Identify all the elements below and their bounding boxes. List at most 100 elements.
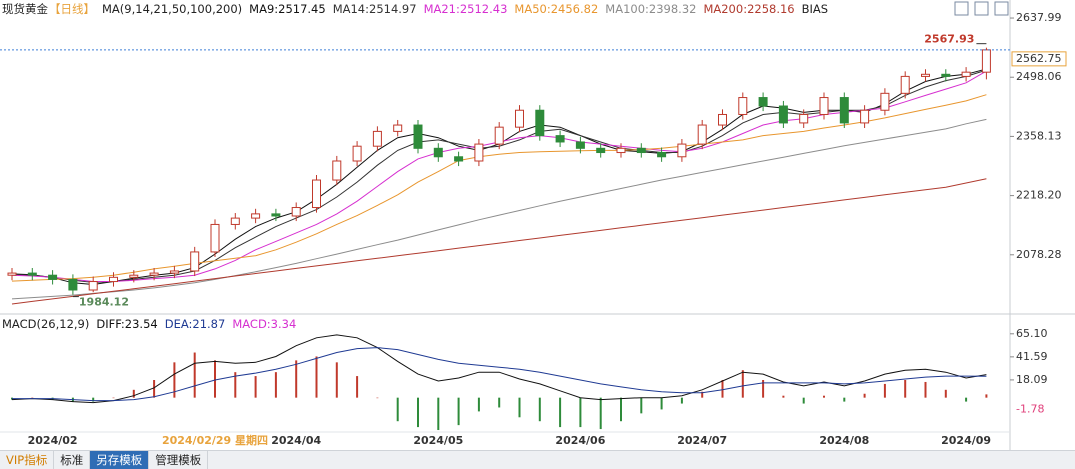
macd-bar bbox=[437, 397, 440, 431]
candle-body bbox=[839, 97, 849, 124]
candle-body bbox=[312, 179, 321, 209]
candle-body bbox=[819, 97, 829, 115]
macd-bar bbox=[173, 362, 176, 398]
legend-entry[interactable]: MA200:2258.16 bbox=[703, 2, 795, 16]
macd-bar bbox=[31, 397, 34, 399]
candle-body bbox=[921, 73, 930, 77]
candle-body bbox=[494, 126, 504, 145]
macd-bar bbox=[660, 397, 663, 410]
candle-body bbox=[291, 207, 301, 217]
x-tick-label: 2024/06 bbox=[555, 434, 605, 447]
legend-entry[interactable]: DEA:21.87 bbox=[164, 317, 226, 331]
macd-bar bbox=[234, 372, 237, 398]
macd-header: MACD(26,12,9) DIFF:23.54 DEA:21.87 MACD:3.… bbox=[2, 317, 296, 331]
x-tick-label: 2024/04 bbox=[271, 434, 321, 447]
candle-body bbox=[454, 156, 464, 162]
tab[interactable]: 标准 bbox=[54, 451, 91, 469]
macd-bar bbox=[193, 352, 196, 398]
candle-body bbox=[880, 92, 890, 111]
indicator-label[interactable]: BIAS bbox=[801, 2, 829, 16]
last-price-box bbox=[1011, 51, 1067, 67]
macd-bar bbox=[863, 393, 866, 398]
candle-body bbox=[413, 124, 423, 149]
macd-bar bbox=[376, 397, 379, 399]
macd-bar bbox=[701, 391, 704, 398]
y-tick-label: 2078.28 bbox=[1016, 248, 1062, 261]
candle-body bbox=[636, 147, 646, 154]
candle-body bbox=[555, 135, 565, 143]
instrument-title: 现货黄金 bbox=[2, 2, 48, 16]
candle-body bbox=[575, 141, 585, 149]
icon-button[interactable] bbox=[974, 1, 989, 16]
macd-bar bbox=[680, 397, 683, 404]
candle-body bbox=[27, 272, 37, 276]
legend-entry[interactable]: MA50:2456.82 bbox=[514, 2, 599, 16]
candle-body bbox=[778, 105, 788, 124]
tab[interactable]: 管理模板 bbox=[149, 451, 209, 469]
macd-bar bbox=[274, 372, 277, 398]
x-tick-label: 2024/09 bbox=[941, 434, 991, 447]
candle-body bbox=[169, 270, 179, 274]
low-label: 1984.12 bbox=[79, 296, 129, 309]
macd-current-label: -1.78 bbox=[1016, 402, 1044, 415]
candle-body bbox=[332, 160, 342, 181]
y-tick-label: 18.09 bbox=[1016, 373, 1048, 386]
candle-body bbox=[352, 145, 362, 162]
macd-bar bbox=[396, 397, 399, 422]
last-price-label: 2562.75 bbox=[1016, 52, 1062, 65]
period-label[interactable]: 【日线】 bbox=[49, 2, 95, 16]
macd-bar bbox=[559, 397, 562, 428]
legend-entry[interactable]: MACD:3.34 bbox=[232, 317, 297, 331]
macd-bar bbox=[315, 356, 318, 398]
candle-body bbox=[697, 124, 707, 145]
candle-body bbox=[190, 251, 200, 272]
macd-bar bbox=[214, 360, 216, 398]
macd-bar bbox=[518, 397, 521, 418]
indicator-label[interactable]: MACD(26,12,9) bbox=[2, 317, 90, 331]
candle-body bbox=[535, 109, 545, 137]
macd-bar bbox=[965, 397, 968, 402]
x-tick-label: 2024/07 bbox=[677, 434, 727, 447]
candle-body bbox=[616, 147, 626, 154]
macd-bar bbox=[721, 380, 724, 398]
candle-body bbox=[230, 217, 240, 225]
candle-body bbox=[718, 113, 727, 126]
candle-body bbox=[677, 143, 687, 158]
macd-bar bbox=[417, 397, 419, 428]
indicator-label[interactable]: MA(9,14,21,50,100,200) bbox=[102, 2, 243, 16]
candle-body bbox=[981, 49, 991, 73]
icon-button[interactable] bbox=[954, 1, 969, 16]
macd-bar bbox=[254, 376, 257, 398]
candle-body bbox=[129, 274, 139, 278]
candle-body bbox=[860, 109, 870, 124]
legend-entry[interactable]: DIFF:23.54 bbox=[96, 317, 158, 331]
tab[interactable]: VIP指标 bbox=[0, 451, 55, 469]
candle-body bbox=[68, 278, 78, 291]
candle-body bbox=[88, 281, 98, 291]
tab[interactable]: 另存模板 bbox=[90, 451, 150, 469]
candle-body bbox=[657, 152, 667, 158]
candle-body bbox=[738, 97, 748, 115]
candle-body bbox=[961, 71, 971, 77]
candle-body bbox=[271, 213, 281, 217]
macd-bar bbox=[579, 397, 582, 428]
macd-line bbox=[12, 347, 987, 402]
legend-entry[interactable]: MA14:2514.97 bbox=[332, 2, 417, 16]
macd-bar bbox=[153, 380, 156, 398]
candle-body bbox=[372, 130, 382, 147]
macd-bar bbox=[823, 395, 825, 398]
legend-entry[interactable]: MA100:2398.32 bbox=[605, 2, 697, 16]
macd-bar bbox=[132, 389, 135, 398]
chart: 2078.28 2218.20 2358.13 2498.06 2637.99 2562.… bbox=[0, 0, 1075, 450]
y-tick-label: 65.10 bbox=[1016, 327, 1048, 340]
macd-bar bbox=[843, 397, 846, 402]
macd-bar bbox=[92, 397, 95, 402]
ma-line bbox=[11, 178, 987, 305]
x-tick-label: 2024/02/29 星期四 bbox=[162, 433, 268, 447]
macd-bar bbox=[620, 397, 622, 422]
macd-bar bbox=[335, 362, 338, 398]
legend-entry[interactable]: MA9:2517.45 bbox=[249, 2, 326, 16]
icon-button[interactable] bbox=[994, 1, 1009, 16]
legend-entry[interactable]: MA21:2512.43 bbox=[423, 2, 508, 16]
candle-body bbox=[210, 223, 220, 253]
